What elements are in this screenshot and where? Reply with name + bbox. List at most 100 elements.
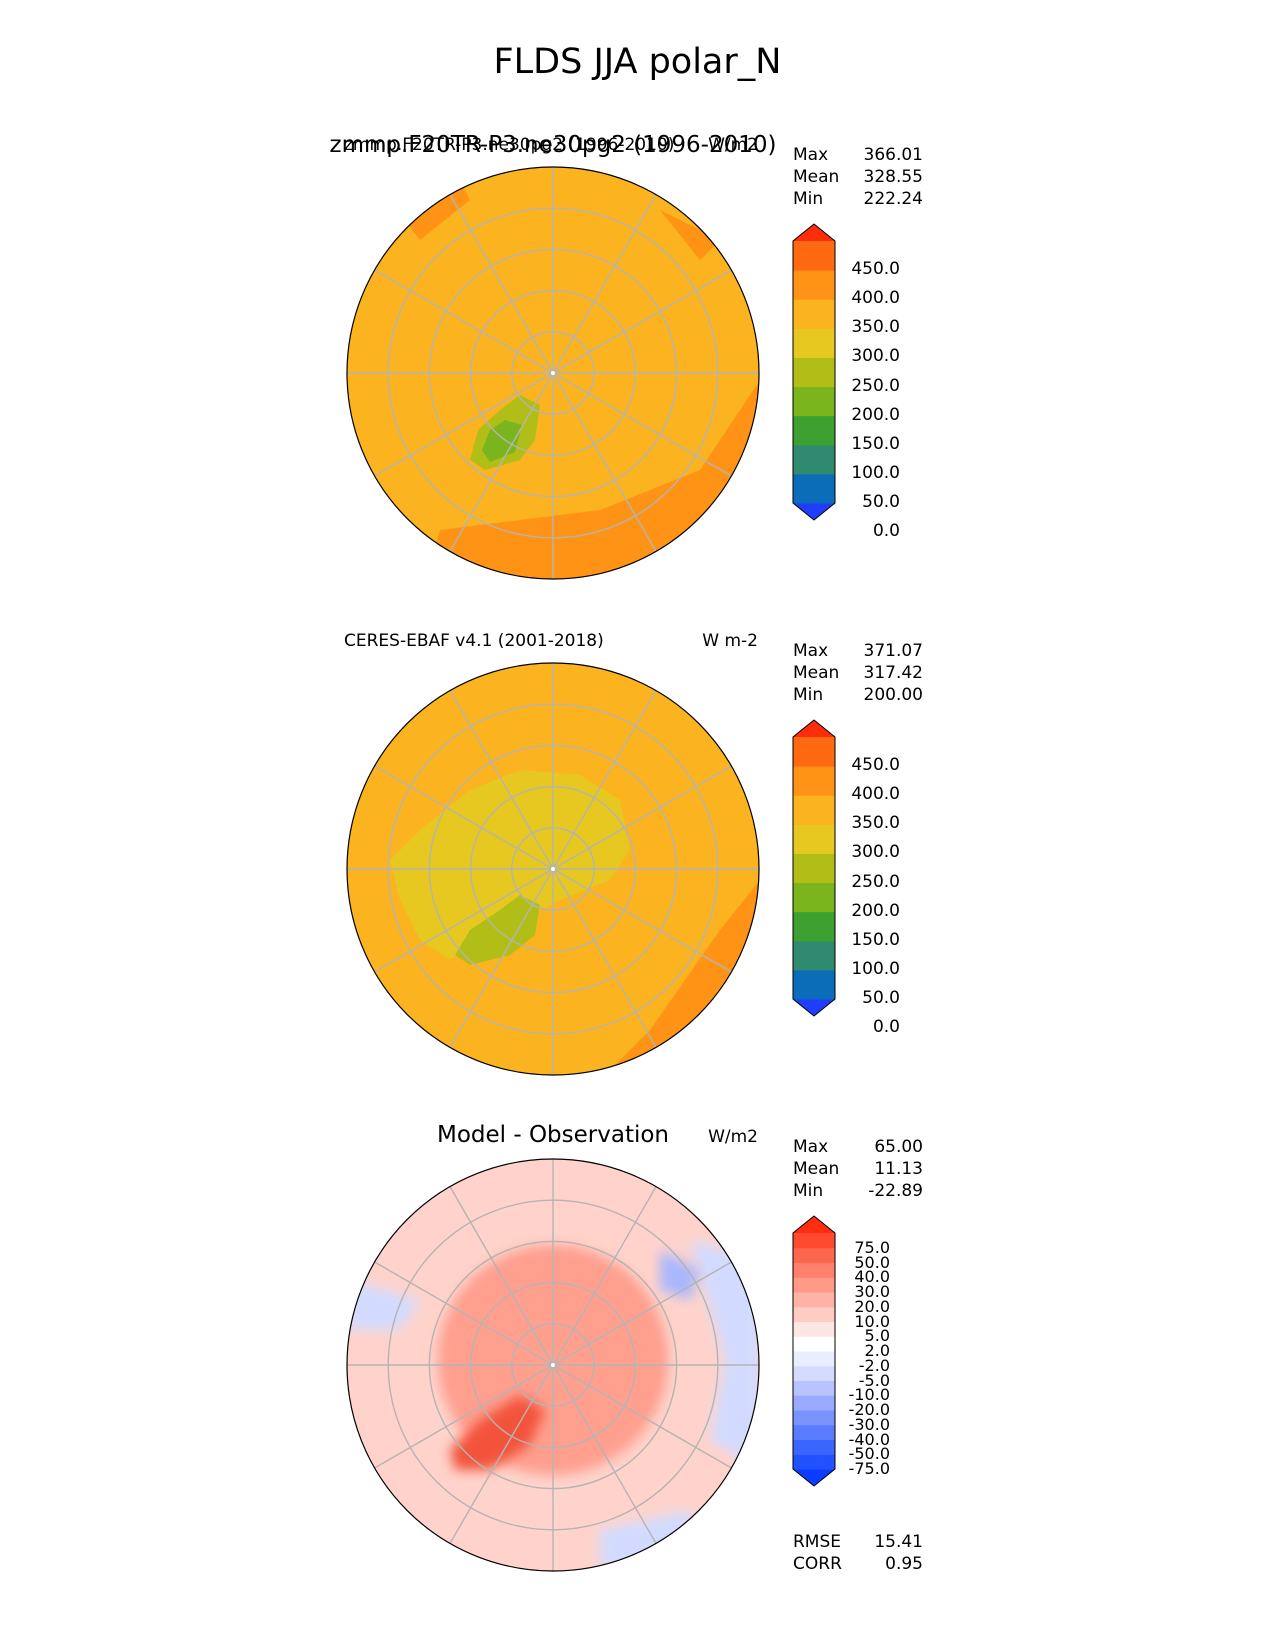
colorbar-tick-label: 75.0	[854, 1237, 890, 1257]
colorbar-tick-label: 300.0	[851, 842, 900, 863]
colorbar-tick-label: 300.0	[851, 346, 900, 367]
panel3-field-cold-e	[660, 1250, 700, 1300]
colorbar-segment	[793, 1410, 835, 1426]
colorbar-tick-label: 350.0	[851, 317, 900, 338]
panel3-colorbar	[792, 1215, 836, 1487]
colorbar-segment	[793, 911, 835, 942]
panel1-field-greenland-core	[482, 420, 522, 462]
colorbar-tick-label: 0.0	[872, 521, 900, 542]
panel1-graticule	[346, 166, 760, 580]
colorbar-segment	[793, 853, 835, 884]
panel3-metrics: RMSE 15.41 CORR 0.95	[793, 1531, 923, 1575]
colorbar-tick-label: -20.0	[848, 1400, 890, 1419]
colorbar-segment	[793, 766, 835, 796]
colorbar-tick-label: 30.0	[854, 1282, 890, 1301]
colorbar-tip-low	[793, 999, 835, 1016]
colorbar-segment	[793, 386, 835, 417]
colorbar-segment	[793, 357, 835, 388]
pole-marker	[551, 1363, 555, 1367]
colorbar-tick-label: 400.0	[851, 288, 900, 309]
panel1-colorbar	[792, 223, 836, 521]
colorbar-tick-label: 100.0	[851, 462, 900, 483]
colorbar-tick-label: -75.0	[848, 1459, 890, 1478]
colorbar-outline	[792, 223, 836, 521]
panel1-units: W/m2	[708, 135, 758, 155]
colorbar-segment	[793, 882, 835, 913]
colorbar-tick-label: 150.0	[851, 433, 900, 454]
panel3-field-cool-e	[690, 1240, 759, 1470]
colorbar-segment	[793, 299, 835, 329]
colorbar-segment	[793, 415, 835, 446]
colorbar-tick-label: 350.0	[851, 813, 900, 834]
panel3-center-title: Model - Observation	[436, 1122, 670, 1148]
panel2-min: 200.00	[863, 685, 923, 705]
colorbar-tick-label: -50.0	[848, 1444, 890, 1464]
colorbar-tick-label: 400.0	[851, 784, 900, 805]
colorbar-tick-label: 250.0	[851, 871, 900, 892]
colorbar-tick-label: 450.0	[851, 755, 900, 776]
rmse-label: RMSE	[793, 1532, 842, 1552]
panel1-field-warm-ne	[660, 210, 720, 260]
colorbar-segment	[793, 270, 835, 300]
colorbar-segment	[793, 940, 835, 971]
panel3-max: 65.00	[874, 1137, 923, 1157]
colorbar-segment	[793, 1292, 835, 1308]
colorbar-segment	[793, 1439, 835, 1455]
colorbar-tick-label: 200.0	[851, 900, 900, 921]
panel2-mean: 317.42	[863, 663, 923, 683]
pole-marker	[551, 867, 555, 871]
panel2-graticule	[346, 662, 760, 1076]
figure-title: FLDS JJA polar_N	[493, 42, 782, 82]
colorbar-tick-label: 450.0	[851, 259, 900, 280]
corr-label: CORR	[793, 1554, 842, 1574]
colorbar-tick-label: -40.0	[848, 1429, 890, 1449]
colorbar-tip-high	[793, 1216, 835, 1233]
panel2-max: 371.07	[863, 641, 923, 661]
colorbar-tick-label: -30.0	[848, 1414, 890, 1434]
colorbar-segment	[793, 1424, 835, 1440]
colorbar-tick-label: 200.0	[851, 404, 900, 425]
colorbar-tip-low	[793, 1469, 835, 1486]
colorbar-segment	[793, 241, 835, 271]
panel1-center-title: zmmp.F20TR-P3.ne30pg2 (1996-2010)	[329, 132, 777, 158]
colorbar-tick-label: 100.0	[851, 958, 900, 979]
colorbar-segment	[793, 1247, 835, 1263]
panel1-left-title: zmmp.F20TR-P3.ne30pg2 (1996-2010)	[344, 135, 675, 155]
pole-marker	[551, 371, 555, 375]
colorbar-tip-high	[793, 224, 835, 241]
panel1-stats: Max 366.01 Mean 328.55 Min 222.24	[793, 145, 923, 209]
panel3-graticule	[346, 1158, 760, 1572]
colorbar-segment	[793, 1321, 835, 1337]
panel3-field-cool-w	[347, 1280, 420, 1330]
colorbar-segment	[793, 1365, 835, 1381]
panel1-field-warm-nw	[400, 180, 470, 240]
map-boundary	[346, 1158, 760, 1572]
rmse-value: 15.41	[874, 1532, 923, 1552]
colorbar-segment	[793, 1336, 835, 1352]
panel2-left-title: CERES-EBAF v4.1 (2001-2018)	[344, 631, 604, 651]
colorbar-tick-label: 20.0	[854, 1296, 890, 1316]
colorbar-segment	[793, 1380, 835, 1396]
colorbar-segment	[793, 1306, 835, 1322]
colorbar-segment	[793, 795, 835, 825]
colorbar-tick-label: 40.0	[854, 1267, 890, 1287]
colorbar-tick-label: 250.0	[851, 375, 900, 396]
colorbar-tick-label: 10.0	[854, 1311, 890, 1331]
colorbar-segment	[793, 969, 835, 1000]
colorbar-segment	[793, 1262, 835, 1278]
colorbar-tick-label: 50.0	[862, 492, 900, 512]
colorbar-tip-low	[793, 503, 835, 520]
colorbar-segment	[793, 1351, 835, 1367]
map-boundary	[346, 662, 760, 1076]
colorbar-segment	[793, 1277, 835, 1293]
panel3-field-strong	[450, 1395, 545, 1470]
colorbar-segment	[793, 1395, 835, 1411]
colorbar-segment	[793, 473, 835, 504]
panel3-units: W/m2	[708, 1127, 758, 1147]
panel1-max: 366.01	[863, 145, 923, 165]
panel3-mean: 11.13	[874, 1159, 923, 1179]
map-boundary	[346, 166, 760, 580]
panel3-stats: Max 65.00 Mean 11.13 Min -22.89	[793, 1137, 923, 1201]
colorbar-segment	[793, 1454, 835, 1470]
